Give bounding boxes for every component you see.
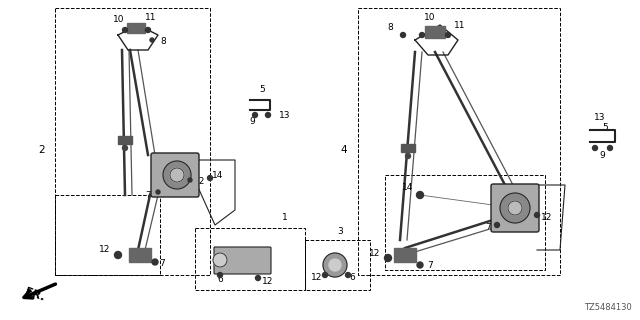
Circle shape xyxy=(419,33,424,37)
Circle shape xyxy=(607,146,612,150)
Text: 14: 14 xyxy=(212,171,224,180)
Text: 13: 13 xyxy=(279,110,291,119)
Circle shape xyxy=(163,161,191,189)
Text: 1: 1 xyxy=(282,213,288,222)
Bar xyxy=(55,195,160,275)
Circle shape xyxy=(207,175,212,180)
Text: 12: 12 xyxy=(262,277,274,286)
Circle shape xyxy=(115,252,122,259)
Text: 7: 7 xyxy=(159,259,165,268)
Text: 7: 7 xyxy=(427,260,433,269)
Circle shape xyxy=(500,193,530,223)
Circle shape xyxy=(406,154,410,158)
Text: 10: 10 xyxy=(424,13,436,22)
Circle shape xyxy=(255,276,260,281)
Text: 13: 13 xyxy=(595,114,605,123)
Text: 9: 9 xyxy=(599,150,605,159)
Circle shape xyxy=(593,146,598,150)
Text: 6: 6 xyxy=(217,276,223,284)
Text: 14: 14 xyxy=(403,183,413,193)
Text: 3: 3 xyxy=(337,228,343,236)
Text: 7: 7 xyxy=(485,223,491,233)
Circle shape xyxy=(417,262,423,268)
Text: 9: 9 xyxy=(249,117,255,126)
Circle shape xyxy=(218,273,223,277)
Text: 7: 7 xyxy=(145,190,151,199)
Text: TZ5484130: TZ5484130 xyxy=(584,303,632,312)
Text: 5: 5 xyxy=(259,85,265,94)
Circle shape xyxy=(329,259,341,271)
Text: 12: 12 xyxy=(195,178,205,187)
Text: 10: 10 xyxy=(113,15,125,25)
FancyBboxPatch shape xyxy=(491,184,539,232)
Text: 11: 11 xyxy=(454,20,466,29)
Circle shape xyxy=(188,178,192,182)
Text: 12: 12 xyxy=(541,213,553,222)
FancyBboxPatch shape xyxy=(151,153,199,197)
FancyBboxPatch shape xyxy=(214,247,271,274)
Circle shape xyxy=(150,38,154,42)
Text: 6: 6 xyxy=(349,274,355,283)
Bar xyxy=(195,228,305,290)
Circle shape xyxy=(445,33,451,37)
Text: 11: 11 xyxy=(145,13,157,22)
Circle shape xyxy=(323,253,347,277)
Circle shape xyxy=(266,113,271,117)
Circle shape xyxy=(145,28,150,33)
Circle shape xyxy=(417,191,424,198)
Circle shape xyxy=(122,146,127,150)
Text: 5: 5 xyxy=(602,124,608,132)
Bar xyxy=(385,175,545,270)
Bar xyxy=(118,136,132,144)
Text: 12: 12 xyxy=(369,249,381,258)
Bar xyxy=(358,8,560,275)
Text: 8: 8 xyxy=(387,23,393,33)
Circle shape xyxy=(534,212,540,218)
Bar xyxy=(55,8,210,275)
Text: FR.: FR. xyxy=(24,287,46,303)
Text: 12: 12 xyxy=(311,274,323,283)
Text: 12: 12 xyxy=(99,245,111,254)
Text: 4: 4 xyxy=(340,145,348,155)
Circle shape xyxy=(122,28,127,33)
Text: 2: 2 xyxy=(38,145,45,155)
Circle shape xyxy=(253,113,257,117)
Circle shape xyxy=(385,254,392,261)
Circle shape xyxy=(508,201,522,215)
Circle shape xyxy=(401,33,406,37)
Bar xyxy=(394,248,416,262)
Bar xyxy=(425,26,445,38)
Bar xyxy=(129,248,151,262)
Circle shape xyxy=(170,168,184,182)
Text: 8: 8 xyxy=(160,37,166,46)
Circle shape xyxy=(323,273,328,277)
Bar xyxy=(305,240,370,290)
Circle shape xyxy=(156,190,160,194)
Circle shape xyxy=(346,273,351,277)
Bar xyxy=(401,144,415,152)
Bar xyxy=(127,23,145,33)
Circle shape xyxy=(495,222,499,228)
Circle shape xyxy=(213,253,227,267)
Circle shape xyxy=(152,259,158,265)
